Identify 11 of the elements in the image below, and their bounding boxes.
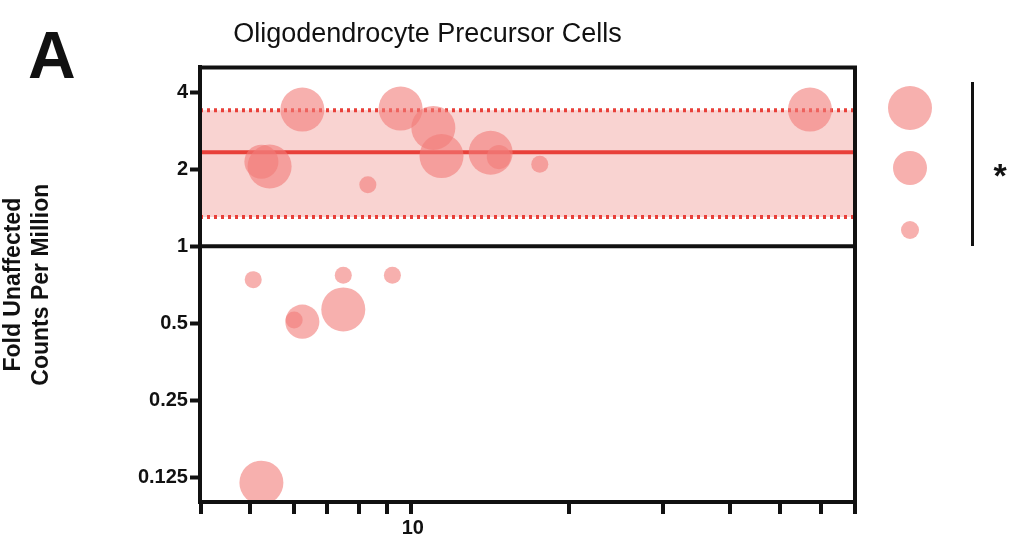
chart-title: Oligodendrocyte Precursor Cells	[233, 17, 622, 48]
y-tick-label: 0.5	[160, 310, 188, 333]
y-axis-title: Fold Unaffected Counts Per Million	[0, 183, 53, 386]
text: *	[993, 156, 1008, 195]
text: 10	[401, 515, 424, 538]
text: A	[28, 18, 76, 92]
y-tick-label: 0.25	[149, 387, 188, 410]
y-tick-label: 2	[176, 156, 188, 179]
y-tick-label: 0.125	[137, 464, 188, 487]
y-tick-label: 4	[176, 79, 189, 102]
y-tick-label: 1	[176, 233, 188, 256]
